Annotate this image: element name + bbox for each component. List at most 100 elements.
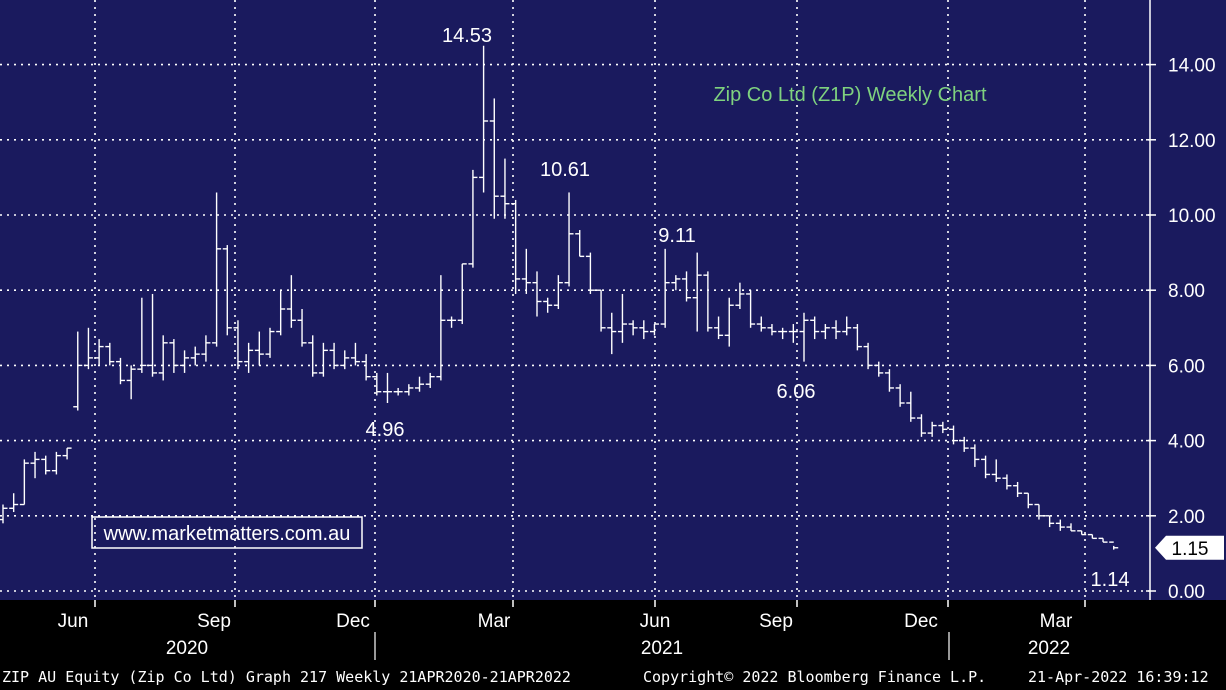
- ohlc-bar: [190, 346, 200, 366]
- ohlc-bar: [863, 342, 873, 370]
- ohlc-bar: [372, 372, 382, 396]
- ohlc-bar: [137, 297, 147, 373]
- ohlc-bar: [820, 324, 830, 340]
- ohlc-bar: [1023, 492, 1033, 509]
- ohlc-bar: [532, 271, 542, 317]
- ohlc-bar: [874, 361, 884, 377]
- ohlc-bar: [500, 158, 510, 219]
- price-annotation: 6.06: [777, 381, 816, 403]
- ohlc-bar: [511, 199, 521, 294]
- ohlc-bar: [724, 297, 734, 347]
- last-price-label: 1.15: [1172, 539, 1209, 560]
- price-bars: [0, 45, 1119, 550]
- ohlc-bar: [361, 354, 371, 381]
- ohlc-bar: [703, 271, 713, 332]
- ohlc-bar: [564, 192, 574, 287]
- ohlc-bar: [105, 342, 115, 366]
- ohlc-bar: [436, 275, 446, 381]
- ohlc-bar: [62, 447, 72, 460]
- x-tick-label: Jun: [58, 611, 89, 632]
- ohlc-bar: [489, 98, 499, 219]
- ohlc-bar: [276, 290, 286, 336]
- ohlc-bar: [521, 248, 531, 294]
- x-tick-label: Mar: [1040, 611, 1073, 632]
- ohlc-bar: [1109, 541, 1119, 550]
- axis-panel-background: [1150, 0, 1226, 600]
- ohlc-bar: [906, 391, 916, 422]
- ohlc-bar: [649, 323, 659, 336]
- ohlc-bar: [94, 339, 104, 366]
- ohlc-bar: [222, 245, 232, 336]
- ohlc-bar: [126, 365, 136, 400]
- ohlc-bar: [607, 312, 617, 355]
- ohlc-bar: [916, 414, 926, 437]
- ohlc-bar: [404, 384, 414, 396]
- x-tick-label: Dec: [336, 611, 370, 632]
- ohlc-bar: [895, 384, 905, 407]
- x-year-label: 2020: [166, 638, 208, 659]
- ohlc-bar: [340, 350, 350, 370]
- gridlines: [0, 0, 1150, 600]
- ohlc-bar: [233, 320, 243, 370]
- watermark-link[interactable]: www.marketmatters.com.au: [103, 523, 351, 545]
- ohlc-bar: [1066, 523, 1076, 532]
- ohlc-bar: [927, 421, 937, 437]
- ohlc-bar: [479, 45, 489, 193]
- ohlc-bar: [884, 369, 894, 392]
- y-tick-label: 4.00: [1168, 432, 1205, 453]
- ohlc-bar: [842, 316, 852, 336]
- ohlc-bar: [19, 459, 29, 506]
- ohlc-bar: [393, 387, 403, 396]
- ohlc-bar: [1055, 519, 1065, 531]
- ohlc-bar: [415, 376, 425, 392]
- ohlc-bar: [1098, 537, 1108, 543]
- chart-title: Zip Co Ltd (Z1P) Weekly Chart: [713, 84, 986, 106]
- ohlc-bar: [543, 297, 553, 313]
- ohlc-bar: [308, 335, 318, 377]
- price-annotation: 1.14: [1091, 569, 1130, 591]
- ohlc-bar: [639, 320, 649, 340]
- ohlc-bar: [41, 455, 51, 475]
- ohlc-bar: [682, 271, 692, 302]
- ohlc-bar: [1002, 474, 1012, 490]
- ohlc-bar: [73, 331, 83, 411]
- ohlc-bar: [1077, 530, 1087, 536]
- y-tick-label: 12.00: [1168, 131, 1216, 152]
- ohlc-bar: [286, 275, 296, 328]
- last-price-tag: [1155, 535, 1224, 560]
- chart-canvas: 14.53 10.61 9.11 6.06 4.96 1.14 0.00 2.00 4.00 6…: [0, 0, 1226, 660]
- ohlc-bar: [425, 372, 435, 388]
- ohlc-bar: [318, 342, 328, 377]
- price-annotation: 10.61: [540, 159, 590, 181]
- x-tick-label: Jun: [640, 611, 671, 632]
- ohlc-bar: [83, 327, 93, 370]
- x-tick-label: Sep: [759, 611, 793, 632]
- plot-background: [0, 0, 1150, 600]
- price-annotation: 4.96: [366, 419, 405, 441]
- ohlc-bar: [788, 324, 798, 343]
- ohlc-bar: [212, 192, 222, 347]
- ohlc-bar: [158, 335, 168, 381]
- y-tick-label: 2.00: [1168, 507, 1205, 528]
- footer-timestamp: 21-Apr-2022 16:39:12: [1028, 668, 1209, 686]
- ohlc-bar: [714, 316, 724, 340]
- ohlc-bar: [1034, 503, 1044, 520]
- x-tick-label: Dec: [904, 611, 938, 632]
- ohlc-bar: [756, 316, 766, 332]
- price-annotation: 14.53: [442, 25, 492, 47]
- price-annotation: 9.11: [658, 225, 695, 247]
- y-tick-label: 14.00: [1168, 56, 1216, 77]
- ohlc-bar: [350, 342, 360, 366]
- ohlc-bar: [671, 275, 681, 291]
- ohlc-bar: [169, 339, 179, 373]
- ohlc-bar: [981, 455, 991, 479]
- ohlc-bar: [254, 331, 264, 366]
- ohlc-bar: [991, 459, 1001, 482]
- ohlc-bar: [959, 436, 969, 452]
- ohlc-bar: [0, 504, 8, 524]
- ohlc-bar: [297, 309, 307, 347]
- ohlc-bar: [617, 293, 627, 343]
- ohlc-bar: [447, 316, 457, 328]
- ohlc-bar: [746, 290, 756, 328]
